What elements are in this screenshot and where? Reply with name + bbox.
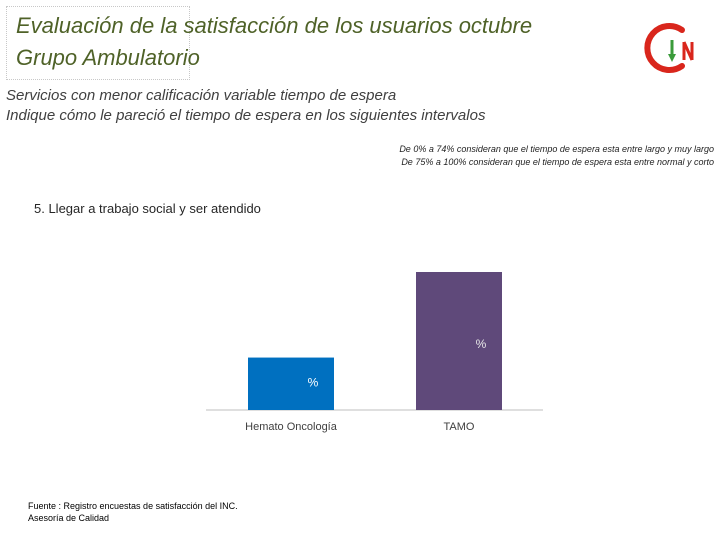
title-line-1: Evaluación de la satisfacción de los usu… — [16, 13, 533, 38]
note-line-2: De 75% a 100% consideran que el tiempo d… — [401, 157, 714, 167]
page-title: Evaluación de la satisfacción de los usu… — [16, 10, 636, 74]
data-label-0: % — [308, 375, 319, 389]
data-label-1: % — [476, 337, 487, 351]
source-line-2: Asesoría de Calidad — [28, 513, 110, 523]
chart-title: 5. Llegar a trabajo social y ser atendid… — [34, 201, 261, 216]
inc-logo-icon — [644, 23, 694, 73]
subtitle-line-1: Servicios con menor calificación variabl… — [6, 87, 397, 104]
note-line-1: De 0% a 74% consideran que el tiempo de … — [399, 144, 714, 154]
source-note: Fuente : Registro encuestas de satisfacc… — [28, 500, 238, 524]
subtitle-line-2: Indique cómo le pareció el tiempo de esp… — [6, 107, 486, 124]
subtitle: Servicios con menor calificación variabl… — [6, 86, 485, 126]
source-line-1: Fuente : Registro encuestas de satisfacc… — [28, 501, 238, 511]
title-line-2: Grupo Ambulatorio — [16, 45, 200, 70]
bar-1 — [416, 272, 502, 410]
interval-notes: De 0% a 74% consideran que el tiempo de … — [399, 143, 714, 169]
category-label-0: Hemato Oncología — [245, 421, 338, 433]
bar-0 — [248, 357, 334, 410]
category-label-1: TAMO — [444, 421, 475, 433]
title-placeholder-frame — [6, 6, 190, 80]
